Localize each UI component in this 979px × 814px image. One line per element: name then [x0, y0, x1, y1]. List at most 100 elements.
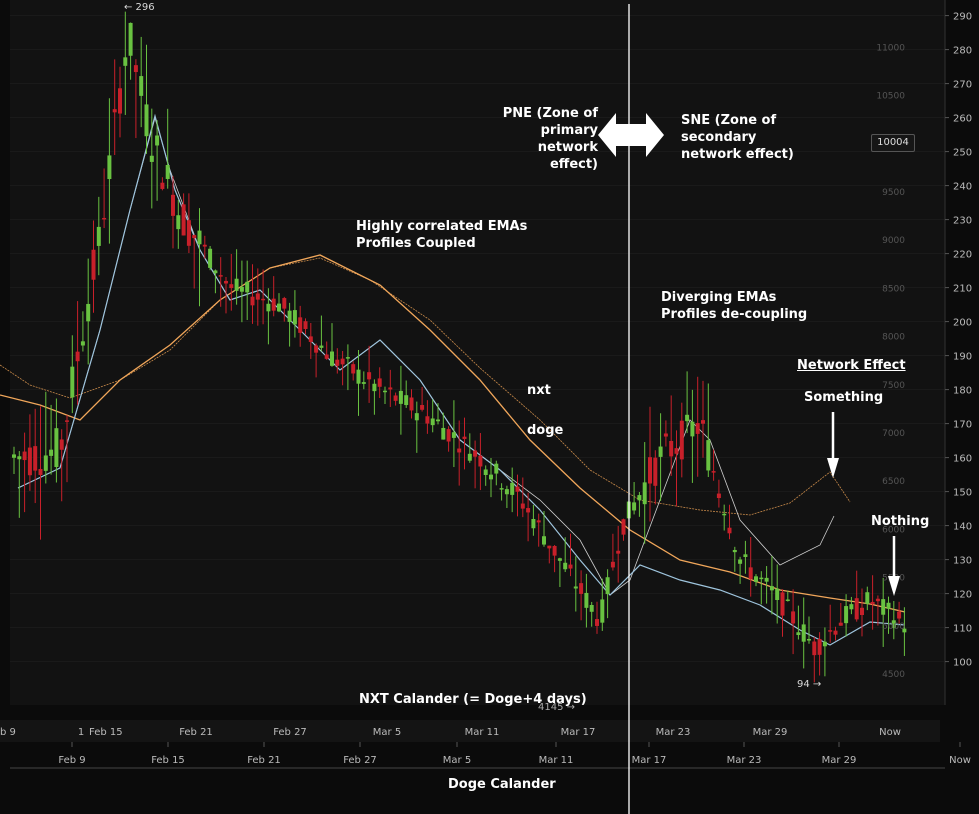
candle-body — [250, 296, 255, 306]
bottom-x-axis-tick-label: Feb 21 — [247, 755, 281, 766]
candle-body — [277, 303, 281, 312]
ema-doge-fast — [17, 113, 906, 646]
candle-body — [430, 418, 435, 426]
candles — [12, 11, 907, 683]
candle-body — [112, 109, 117, 113]
right-axis-tick-label: 250 — [953, 148, 972, 159]
candle-body — [80, 341, 85, 346]
diverging-annotation-line1: Diverging EMAs — [661, 290, 777, 305]
bottom-x-axis-tick-label: Now — [949, 755, 971, 766]
inner-axis-tick-label: 4500 — [882, 670, 905, 680]
candle-body — [775, 588, 780, 601]
bottom-x-axis-tick-label: Mar 29 — [822, 755, 857, 766]
candle-body — [658, 446, 663, 457]
candle-body — [706, 440, 711, 471]
candle-body — [828, 630, 833, 632]
candle-body — [224, 280, 228, 284]
candle-body — [886, 602, 891, 609]
candle-body — [679, 420, 684, 460]
candle-body — [404, 395, 409, 406]
candle-body — [663, 433, 668, 437]
candle-body — [573, 586, 578, 589]
top-x-axis-tick-label: 1 — [78, 727, 84, 738]
right-axis-tick-label: 170 — [953, 420, 972, 431]
candle-body — [229, 284, 234, 289]
candle-body — [292, 310, 297, 325]
candle-body — [494, 463, 499, 474]
bottom-x-axis-tick-label: Mar 23 — [727, 755, 762, 766]
inner-axis-tick-label: 9500 — [882, 188, 905, 198]
bottom-x-axis-tick-label: Mar 5 — [443, 755, 471, 766]
candle-body — [86, 303, 91, 322]
top-x-axis-tick-label: Mar 17 — [561, 727, 596, 738]
candle-body — [102, 217, 107, 220]
inner-axis-tick-label: 7500 — [882, 381, 905, 391]
bottom-x-axis-tick-label: Mar 17 — [632, 755, 667, 766]
candle-body — [398, 390, 403, 404]
top-x-axis-tick-label: Mar 5 — [373, 727, 401, 738]
candle-body — [43, 455, 48, 471]
candle-body — [860, 607, 864, 616]
candle-body — [340, 358, 345, 365]
candle-body — [833, 630, 838, 635]
top-x-axis-tick-label: Mar 29 — [753, 727, 788, 738]
candle-body — [314, 345, 319, 353]
candle-body — [807, 638, 811, 641]
coupled-annotation-line1: Highly correlated EMAs — [356, 219, 528, 234]
right-axis-tick-label: 240 — [953, 182, 972, 193]
candle-body — [685, 414, 690, 422]
candle-body — [361, 382, 366, 384]
doge-calendar-label: Doge Calander — [448, 777, 556, 792]
candle-body — [383, 390, 387, 393]
top-x-axis-tick-label: Now — [879, 727, 901, 738]
candle-body — [17, 456, 22, 460]
candle-body — [563, 562, 568, 570]
candle-body — [192, 235, 197, 239]
candle-body — [330, 351, 334, 366]
inner-axis-tick-label: 5000 — [882, 622, 905, 632]
candle-body — [748, 567, 753, 579]
candle-body — [319, 345, 324, 348]
low-marker: 94 → — [797, 679, 822, 690]
candle-body — [722, 513, 727, 516]
candle-body — [669, 440, 674, 457]
candle-body — [202, 244, 207, 247]
candle-body — [409, 397, 414, 411]
candle-body — [499, 488, 504, 490]
nxt-calendar-label: NXT Calander (= Doge+4 days) — [359, 692, 587, 707]
candle-body — [139, 76, 144, 96]
nothing-arrow-head-icon — [888, 576, 900, 596]
nxt-series-label: nxt — [527, 383, 551, 398]
right-axis-tick-label: 100 — [953, 658, 972, 669]
candle-body — [457, 448, 462, 453]
candle-body — [690, 421, 695, 437]
candle-body — [711, 471, 716, 473]
candle-body — [96, 226, 101, 246]
top-x-axis-tick-label: Mar 11 — [465, 727, 500, 738]
candle-body — [536, 520, 541, 523]
candle-body — [298, 317, 303, 333]
inner-axis-tick-label: 6000 — [882, 525, 905, 535]
candle-body — [393, 395, 398, 401]
right-axis-tick-label: 180 — [953, 386, 972, 397]
right-axis-tick-label: 270 — [953, 80, 972, 91]
double-arrow-icon — [598, 113, 664, 157]
candle-body — [796, 632, 801, 636]
candle-body — [812, 641, 817, 656]
candle-body — [542, 536, 546, 545]
candle-body — [91, 249, 96, 280]
grid — [10, 15, 945, 663]
candle-body — [780, 592, 785, 616]
candle-body — [605, 577, 610, 595]
inner-axis-tick-label: 9000 — [882, 236, 905, 246]
candle-body — [197, 230, 202, 245]
doge-series-label: doge — [527, 423, 564, 438]
candle-body — [377, 378, 382, 387]
candle-body — [716, 493, 721, 499]
candle-body — [531, 518, 536, 529]
candle-body — [324, 354, 329, 359]
candle-body — [149, 155, 154, 162]
candle-body — [414, 413, 419, 421]
candle-body — [621, 519, 626, 535]
